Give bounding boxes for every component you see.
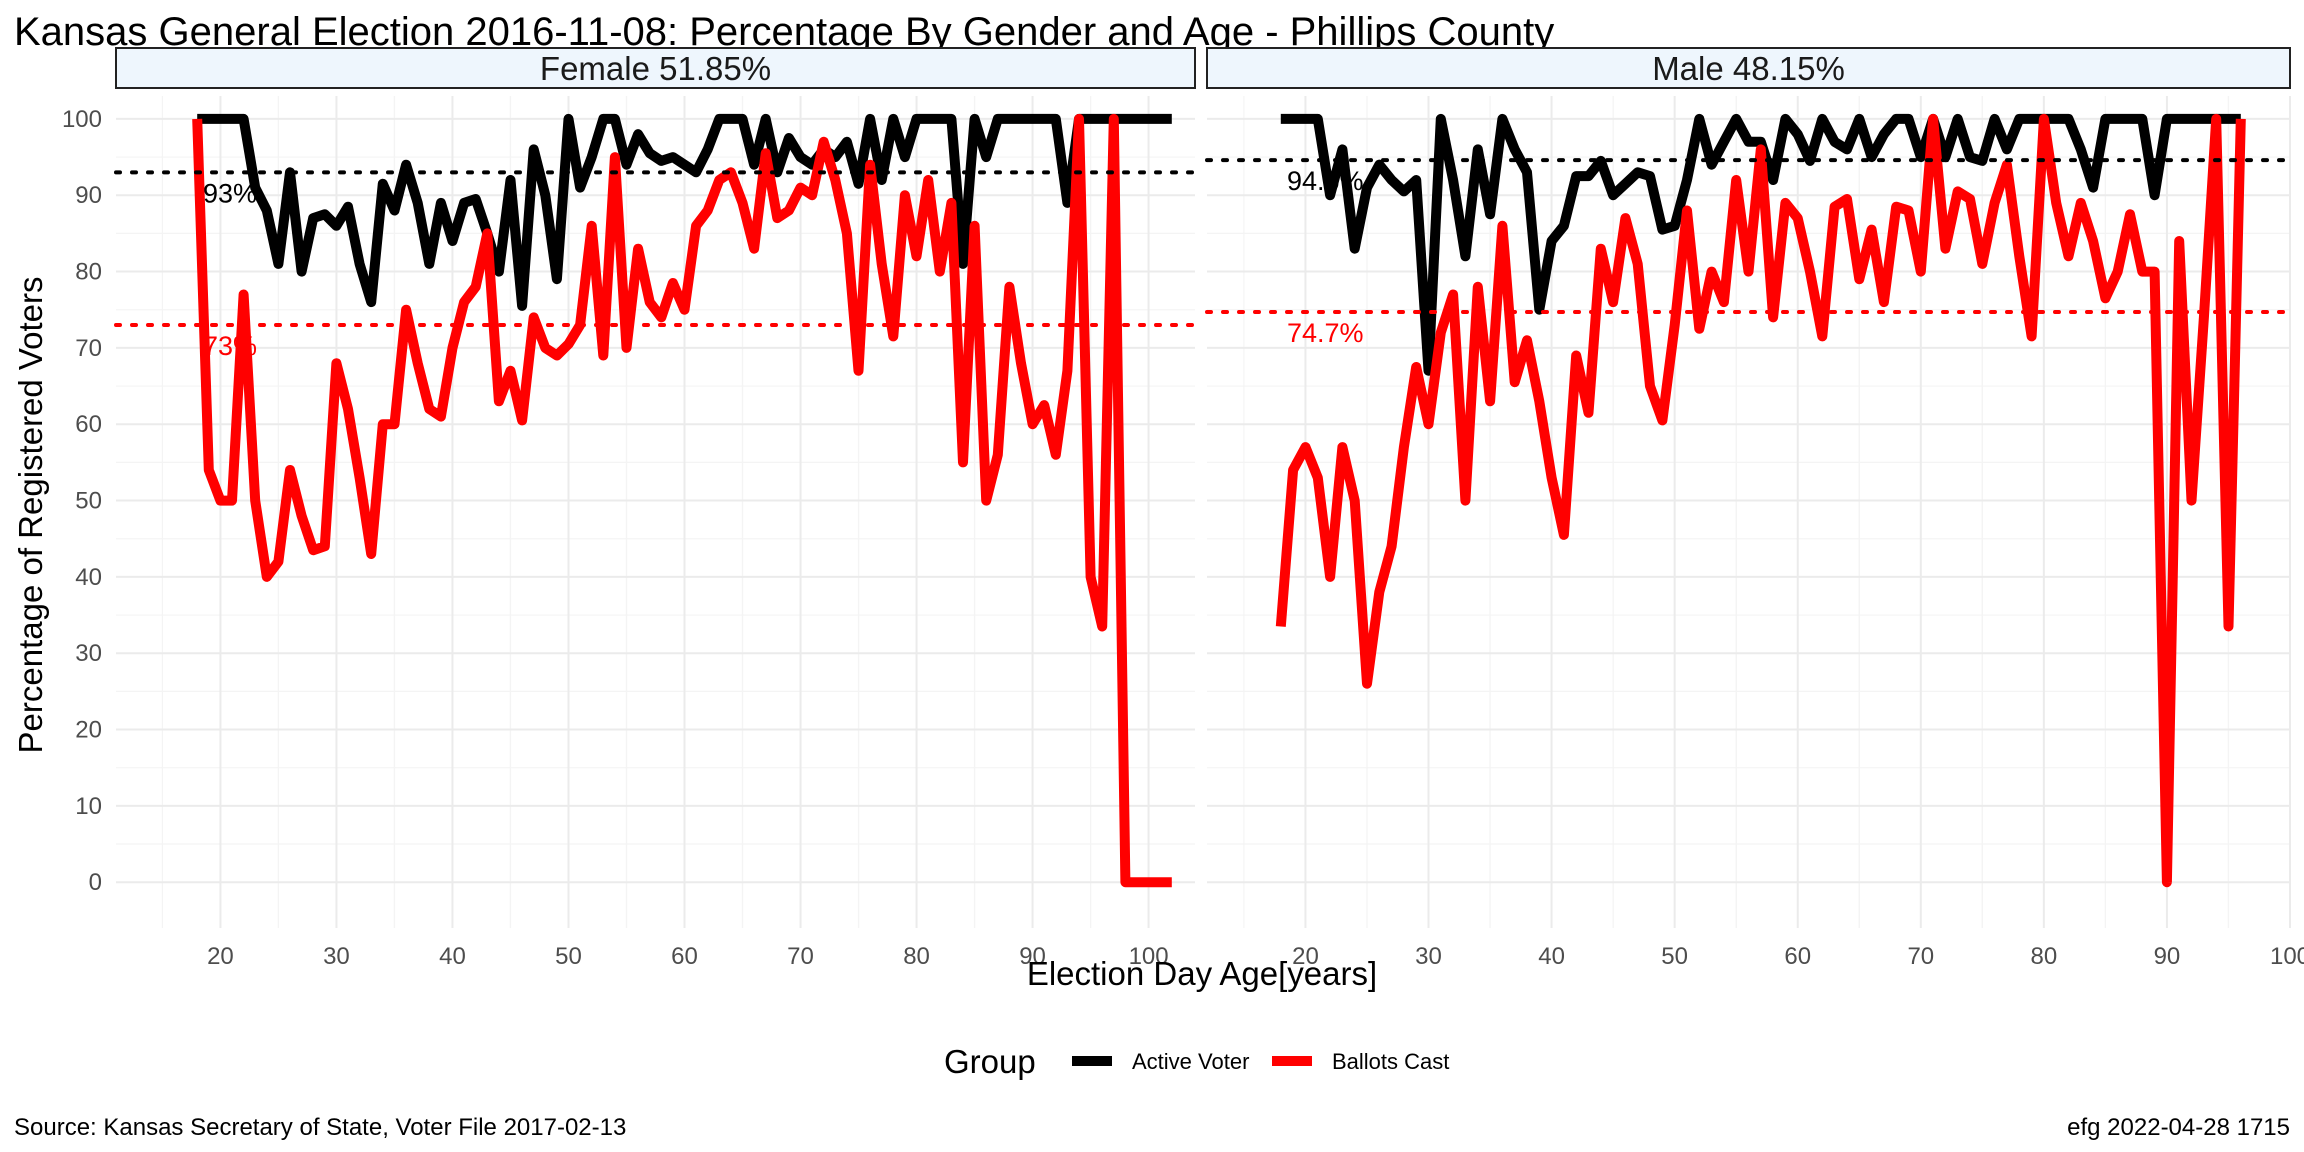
x-tick-label: 20: [207, 943, 234, 970]
y-tick-label: 100: [62, 106, 102, 133]
y-axis-title: Percentage of Registered Voters: [12, 277, 49, 754]
x-tick-label: 30: [1415, 943, 1442, 970]
x-tick-label: 60: [671, 943, 698, 970]
strip-label: Female 51.85%: [540, 50, 771, 87]
y-tick-label: 70: [75, 335, 102, 362]
x-axis-title: Election Day Age[years]: [1027, 955, 1377, 992]
x-tick-label: 100: [2270, 943, 2304, 970]
series-line-active-voter: [197, 113, 1172, 311]
x-tick-label: 80: [2031, 943, 2058, 970]
y-tick-label: 20: [75, 717, 102, 744]
panel-female: Female 51.85% 20 30 40 50 60 70 80 90 100 0 10 20 30 4…: [62, 47, 1197, 970]
mean-label-active-voter: 93%: [203, 178, 257, 208]
y-tick-label: 40: [75, 564, 102, 591]
x-tick-label: 30: [323, 943, 350, 970]
y-tick-label: 60: [75, 411, 102, 438]
y-tick-label: 50: [75, 488, 102, 515]
series-line-ballots-cast: [192, 113, 1172, 888]
x-tick-label: 40: [1538, 943, 1565, 970]
x-tick-label: 70: [787, 943, 814, 970]
caption-credit: efg 2022-04-28 1715: [2067, 1114, 2290, 1141]
y-tick-label: 30: [75, 640, 102, 667]
legend: Group Active Voter Ballots Cast: [944, 1043, 1449, 1080]
x-tick-label: 80: [903, 943, 930, 970]
grid: [1207, 96, 2291, 928]
x-tick-label: 20: [1292, 943, 1319, 970]
y-tick-label: 90: [75, 182, 102, 209]
strip-background: [115, 47, 1196, 89]
x-tick-label: 70: [1907, 943, 1934, 970]
mean-label-ballots-cast: 74.7%: [1287, 318, 1364, 348]
y-tick-label: 0: [89, 869, 102, 896]
x-tick-label: 100: [1129, 943, 1169, 970]
chart-panels: Female 51.85% 20 30 40 50 60 70 80 90 100 0 10 20 30 4…: [62, 47, 2304, 970]
legend-label-ballots-cast: Ballots Cast: [1332, 1049, 1449, 1074]
series-line-ballots-cast: [1275, 113, 2246, 888]
legend-title: Group: [944, 1043, 1036, 1080]
strip-label: Male 48.15%: [1652, 50, 1845, 87]
mean-label-active-voter: 94.6%: [1287, 166, 1364, 196]
legend-label-active-voter: Active Voter: [1132, 1049, 1249, 1074]
x-tick-label: 50: [1661, 943, 1688, 970]
x-tick-label: 60: [1784, 943, 1811, 970]
strip-background: [1206, 47, 2291, 89]
series-line-active-voter: [1280, 113, 2241, 376]
x-tick-label: 50: [555, 943, 582, 970]
panel-male: Male 48.15% 20 30 40 50 60 70 80 90 100 94.6% 74.7%: [1205, 47, 2304, 970]
mean-label-ballots-cast: 73%: [203, 331, 257, 361]
legend-items: Active Voter Ballots Cast: [1072, 1049, 1449, 1074]
x-tick-label: 90: [1019, 943, 1046, 970]
chart-title: Kansas General Election 2016-11-08: Perc…: [14, 10, 1554, 54]
grid: [116, 96, 1195, 928]
x-tick-label: 90: [2154, 943, 2181, 970]
y-tick-label: 10: [75, 793, 102, 820]
caption-source: Source: Kansas Secretary of State, Voter…: [14, 1114, 626, 1141]
x-tick-label: 40: [439, 943, 466, 970]
y-tick-label: 80: [75, 259, 102, 286]
